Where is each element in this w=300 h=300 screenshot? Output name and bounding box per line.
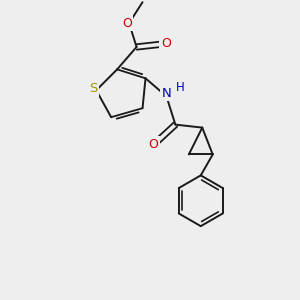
Text: N: N	[161, 87, 171, 100]
Text: O: O	[122, 16, 132, 30]
Text: H: H	[176, 81, 184, 94]
Text: O: O	[161, 38, 171, 50]
Text: O: O	[148, 137, 158, 151]
Text: S: S	[89, 82, 98, 95]
